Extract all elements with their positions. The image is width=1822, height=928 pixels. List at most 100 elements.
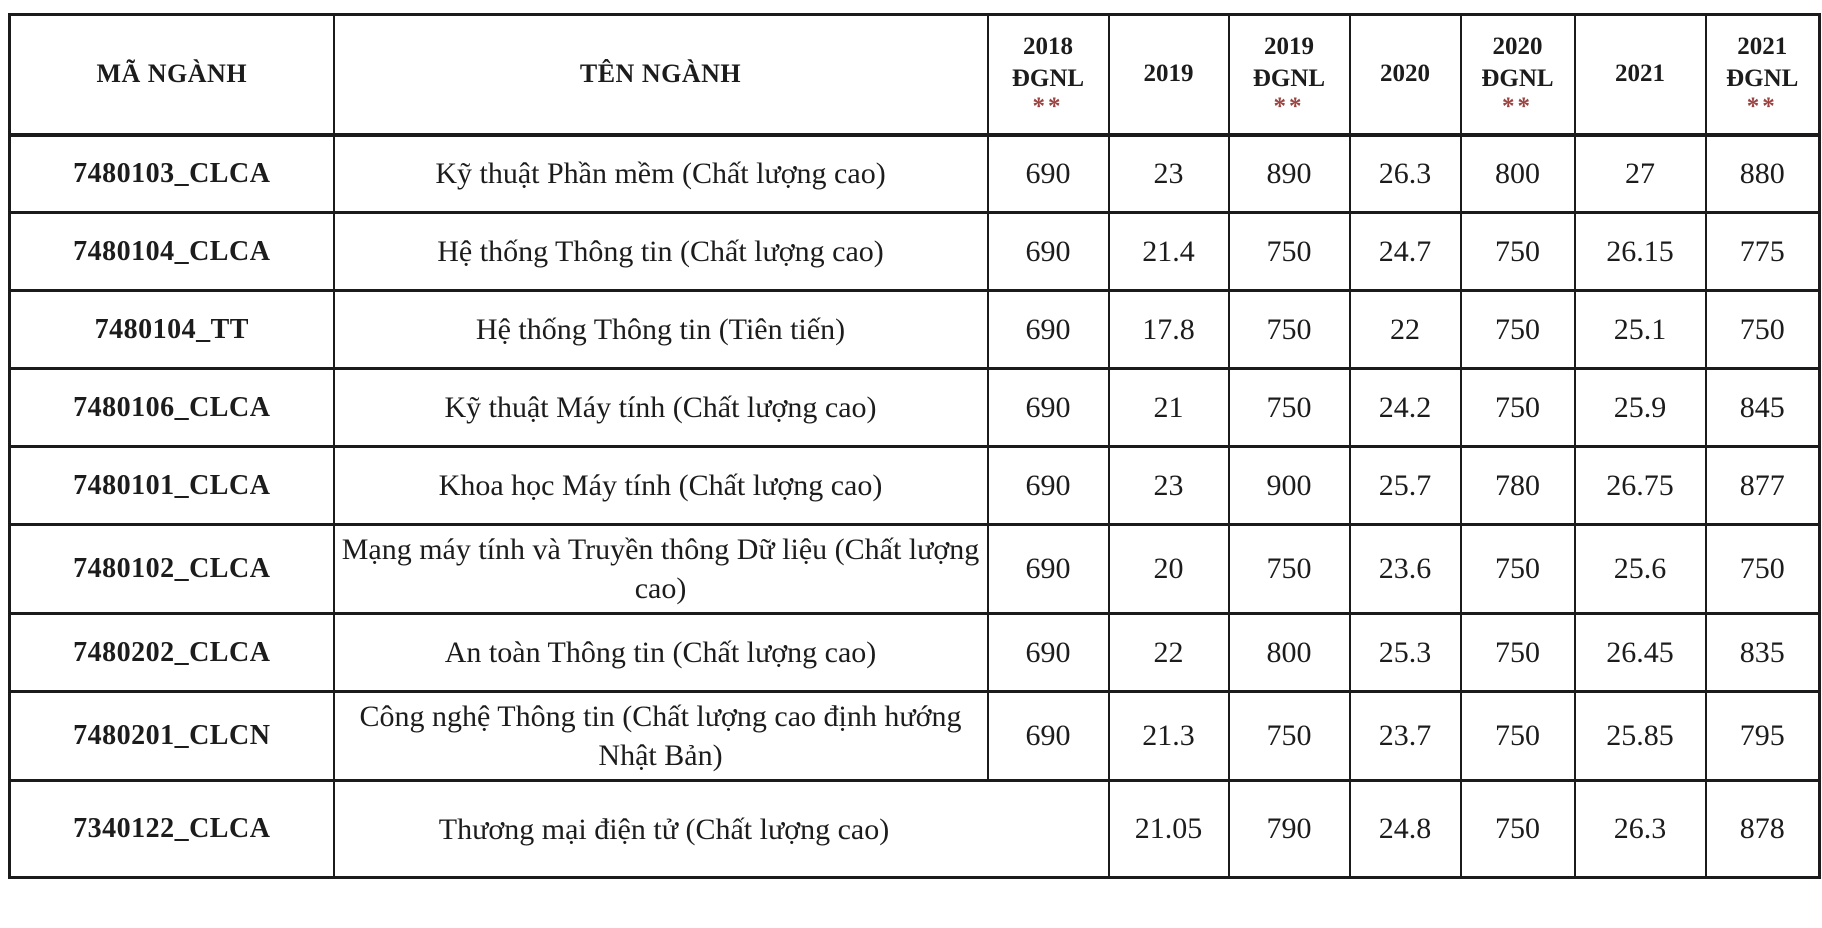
major-name-cell: Khoa học Máy tính (Chất lượng cao) [332,445,989,526]
header-dgnl-label: ĐGNL [1011,65,1085,92]
score-cell: 800 [1227,612,1351,693]
major-code-cell: 7480104_CLCA [8,211,335,292]
table-row: 7480106_CLCA Kỹ thuật Máy tính (Chất lượn… [8,367,1821,448]
table-row: 7480201_CLCN Công nghệ Thông tin (Chất lư… [8,690,1821,782]
footnote-asterisks: ** [1273,92,1305,120]
score-cell: 835 [1704,612,1821,693]
column-header-ten-nganh: TÊN NGÀNH [332,13,989,137]
score-cell: 750 [1704,523,1821,615]
score-cell: 21 [1107,367,1230,448]
score-cell: 23.7 [1348,690,1462,782]
table-row: 7480104_TT Hệ thống Thông tin (Tiên tiến)… [8,289,1821,370]
score-cell: 690 [986,133,1110,214]
table-row: 7340122_CLCA Thương mại điện tử (Chất lượ… [8,779,1821,879]
major-name-cell: Kỹ thuật Phần mềm (Chất lượng cao) [332,133,989,214]
column-header-ma-nganh: MÃ NGÀNH [8,13,335,137]
major-name-cell: Thương mại điện tử (Chất lượng cao) [332,779,1110,879]
header-dgnl-label: ĐGNL [1481,65,1554,92]
score-cell: 26.15 [1573,211,1707,292]
header-dgnl-label: ĐGNL [1726,65,1799,92]
score-cell: 750 [1459,289,1576,370]
score-cell: 25.7 [1348,445,1462,526]
table-row: 7480102_CLCA Mạng máy tính và Truyền thôn… [8,523,1821,615]
score-cell: 690 [986,523,1110,615]
column-header-label: MÃ NGÀNH [96,59,248,89]
header-year-label: 2019 [1264,32,1314,60]
score-cell: 890 [1227,133,1351,214]
major-name-cell: An toàn Thông tin (Chất lượng cao) [332,612,989,693]
table-row: 7480103_CLCA Kỹ thuật Phần mềm (Chất lượn… [8,133,1821,214]
column-header-dgnl-2021: 2021 ĐGNL ** [1704,13,1821,137]
major-code-cell: 7480104_TT [8,289,335,370]
score-cell: 690 [986,690,1110,782]
header-year-label: 2021 [1615,60,1665,87]
score-cell: 690 [986,367,1110,448]
score-cell: 750 [1459,367,1576,448]
score-cell: 26.3 [1348,133,1462,214]
major-code-cell: 7480102_CLCA [8,523,335,615]
footnote-asterisks: ** [1032,92,1064,120]
admission-scores-table: MÃ NGÀNH TÊN NGÀNH 2018 ĐGNL ** 2019 2019 ĐGNL *… [8,13,1821,879]
score-cell: 750 [1459,211,1576,292]
major-name-cell: Hệ thống Thông tin (Chất lượng cao) [332,211,989,292]
footnote-asterisks: ** [1746,92,1778,120]
score-cell: 22 [1348,289,1462,370]
score-cell: 23.6 [1348,523,1462,615]
score-cell: 780 [1459,445,1576,526]
score-cell: 17.8 [1107,289,1230,370]
score-cell: 22 [1107,612,1230,693]
column-header-2021: 2021 [1573,13,1707,137]
major-code-cell: 7480106_CLCA [8,367,335,448]
score-cell: 900 [1227,445,1351,526]
score-cell: 690 [986,211,1110,292]
score-cell: 24.2 [1348,367,1462,448]
score-cell: 25.3 [1348,612,1462,693]
score-cell: 25.85 [1573,690,1707,782]
major-name-cell: Mạng máy tính và Truyền thông Dữ liệu (C… [332,523,989,615]
score-cell: 23 [1107,445,1230,526]
score-cell: 750 [1459,779,1576,879]
header-year-label: 2019 [1143,60,1194,87]
score-cell: 790 [1227,779,1351,879]
score-cell: 21.4 [1107,211,1230,292]
table-header-row: MÃ NGÀNH TÊN NGÀNH 2018 ĐGNL ** 2019 2019 ĐGNL *… [8,13,1821,137]
header-year-label: 2021 [1737,32,1788,60]
major-code-cell: 7340122_CLCA [8,779,335,879]
score-cell: 750 [1227,523,1351,615]
column-header-dgnl-2019: 2019 ĐGNL ** [1227,13,1351,137]
table-row: 7480101_CLCA Khoa học Máy tính (Chất lượn… [8,445,1821,526]
score-cell: 750 [1227,367,1351,448]
header-year-label: 2018 [1023,32,1073,60]
score-cell: 21.05 [1107,779,1230,879]
admission-scores-table-container: MÃ NGÀNH TÊN NGÀNH 2018 ĐGNL ** 2019 2019 ĐGNL *… [8,13,1821,879]
column-header-2019: 2019 [1107,13,1230,137]
score-cell: 877 [1704,445,1821,526]
score-cell: 21.3 [1107,690,1230,782]
score-cell: 25.9 [1573,367,1707,448]
score-cell: 690 [986,289,1110,370]
column-header-dgnl-2018: 2018 ĐGNL ** [986,13,1110,137]
score-cell: 23 [1107,133,1230,214]
footnote-asterisks: ** [1502,92,1533,120]
score-cell: 750 [1227,289,1351,370]
score-cell: 26.3 [1573,779,1707,879]
column-header-2020: 2020 [1348,13,1462,137]
score-cell: 25.1 [1573,289,1707,370]
header-year-label: 2020 [1492,32,1543,60]
column-header-label: TÊN NGÀNH [579,59,742,89]
major-code-cell: 7480202_CLCA [8,612,335,693]
score-cell: 25.6 [1573,523,1707,615]
score-cell: 20 [1107,523,1230,615]
major-code-cell: 7480201_CLCN [8,690,335,782]
score-cell: 27 [1573,133,1707,214]
score-cell: 750 [1459,690,1576,782]
score-cell: 690 [986,612,1110,693]
score-cell: 24.8 [1348,779,1462,879]
major-name-cell: Hệ thống Thông tin (Tiên tiến) [332,289,989,370]
score-cell: 800 [1459,133,1576,214]
score-cell: 26.45 [1573,612,1707,693]
major-code-cell: 7480101_CLCA [8,445,335,526]
score-cell: 24.7 [1348,211,1462,292]
major-name-cell: Kỹ thuật Máy tính (Chất lượng cao) [332,367,989,448]
score-cell: 795 [1704,690,1821,782]
